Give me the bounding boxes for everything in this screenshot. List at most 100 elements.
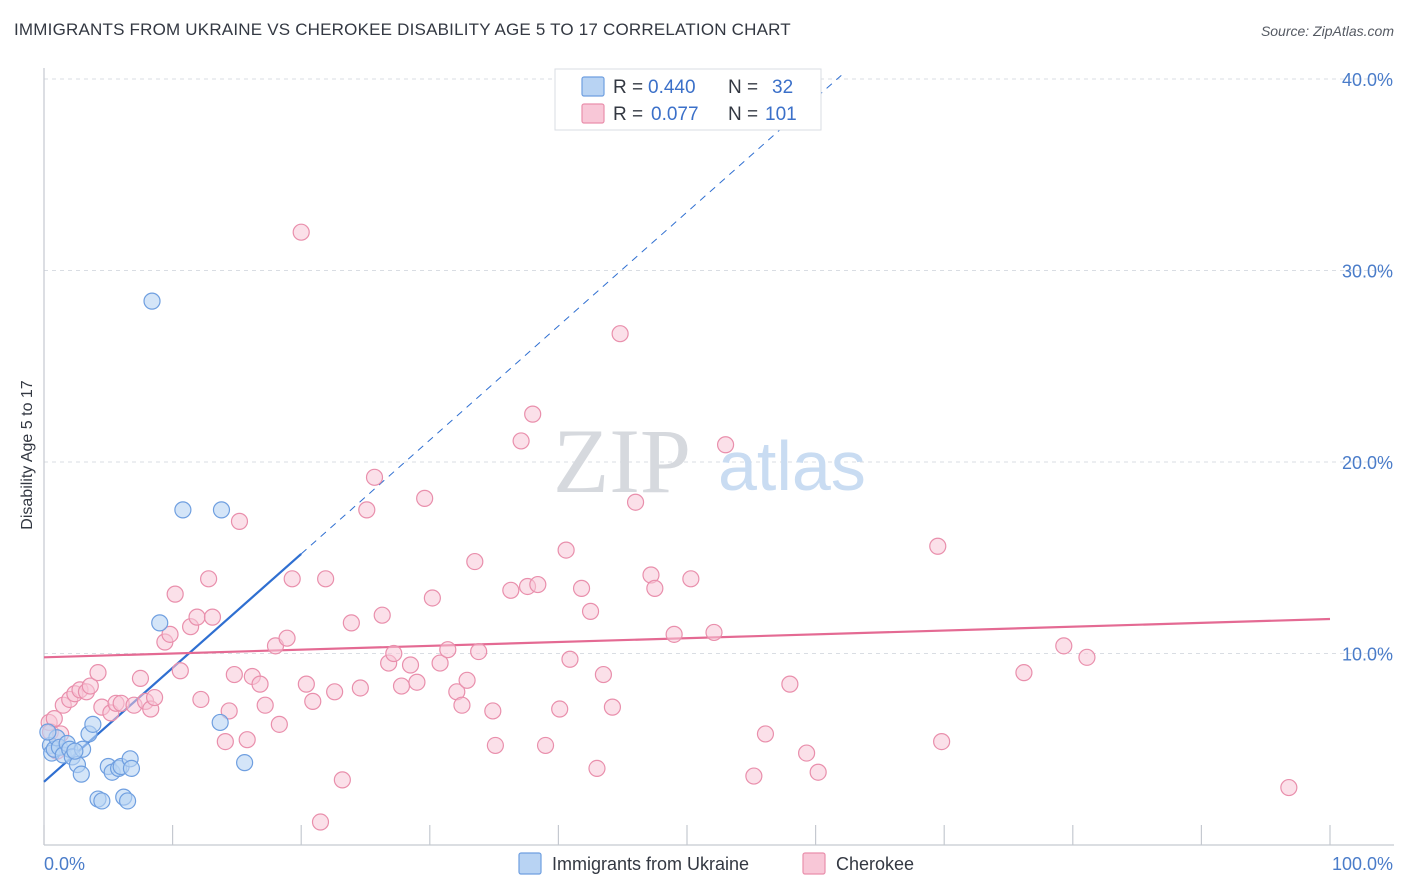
point-cherokee-46 [317, 570, 335, 588]
series-legend-swatch-ukraine [518, 852, 542, 875]
point-cherokee-58 [408, 673, 426, 691]
legend-n-value-cherokee: 101 [765, 104, 797, 125]
point-cherokee-50 [351, 679, 369, 697]
point-cherokee-90 [705, 623, 723, 642]
point-cherokee-36 [251, 675, 269, 693]
point-cherokee-67 [470, 642, 488, 661]
point-cherokee-17 [131, 669, 150, 687]
point-ukraine-25 [151, 614, 169, 632]
point-cherokee-57 [401, 656, 420, 674]
point-cherokee-30 [216, 732, 234, 751]
legend-n-value-ukraine: 32 [772, 77, 793, 98]
point-cherokee-75 [536, 736, 555, 755]
point-cherokee-55 [385, 644, 403, 663]
stats-legend: R = 0.440 N = 32 R = 0.077 N = 101 [554, 68, 822, 131]
point-cherokee-48 [333, 771, 351, 789]
point-cherokee-73 [524, 405, 542, 423]
legend-n-label-ukraine: N = [728, 77, 758, 98]
point-cherokee-94 [781, 675, 799, 693]
point-cherokee-45 [311, 813, 330, 831]
point-cherokee-33 [230, 512, 249, 530]
point-cherokee-22 [161, 625, 179, 643]
point-cherokee-32 [225, 665, 243, 684]
point-cherokee-64 [453, 696, 471, 714]
point-cherokee-37 [256, 696, 274, 714]
point-cherokee-31 [220, 702, 238, 720]
point-ukraine-28 [211, 713, 229, 732]
data-points [39, 223, 1298, 831]
point-cherokee-40 [278, 629, 296, 647]
point-cherokee-96 [809, 763, 827, 781]
legend-r-label-cherokee: R = [613, 104, 643, 125]
point-cherokee-77 [557, 541, 575, 559]
point-cherokee-10 [81, 677, 99, 695]
point-cherokee-87 [646, 579, 664, 597]
legend-r-value-ukraine: 0.440 [648, 77, 696, 98]
point-cherokee-79 [572, 579, 591, 597]
source-credit: Source: ZipAtlas.com [1260, 23, 1394, 39]
legend-r-label-ukraine: R = [613, 77, 643, 98]
point-cherokee-42 [292, 223, 310, 241]
point-cherokee-69 [486, 736, 504, 755]
point-cherokee-88 [665, 625, 683, 643]
legend-swatch-ukraine [581, 76, 605, 97]
point-cherokee-82 [594, 665, 613, 684]
watermark-zip: ZIP [553, 410, 691, 512]
point-cherokee-27 [192, 690, 210, 709]
point-cherokee-23 [166, 585, 184, 603]
x-tick-label-max: 100.0% [1332, 854, 1393, 874]
watermark-atlas: atlas [718, 427, 866, 505]
point-ukraine-24 [143, 292, 161, 310]
point-cherokee-26 [188, 608, 206, 626]
series-legend: Immigrants from Ukraine Cherokee [518, 852, 914, 875]
point-ukraine-26 [174, 501, 192, 519]
point-cherokee-93 [756, 725, 775, 743]
point-cherokee-97 [929, 537, 947, 555]
watermark: ZIP atlas [553, 410, 866, 512]
x-tick-label-min: 0.0% [44, 854, 85, 874]
legend-r-value-cherokee: 0.077 [651, 104, 699, 125]
point-cherokee-53 [373, 606, 391, 624]
point-ukraine-15 [93, 792, 111, 810]
legend-n-label-cherokee: N = [728, 104, 758, 125]
grid-lines [44, 78, 1394, 654]
point-cherokee-101 [1078, 648, 1096, 666]
point-ukraine-13 [84, 715, 102, 733]
axes [43, 68, 1394, 846]
y-tick-labels: 10.0% 20.0% 30.0% 40.0% [1342, 70, 1393, 665]
point-cherokee-76 [551, 700, 569, 718]
point-cherokee-89 [682, 570, 700, 588]
y-tick-label-1: 20.0% [1342, 453, 1393, 473]
series-legend-swatch-cherokee [802, 852, 826, 875]
point-ukraine-27 [212, 501, 231, 519]
point-cherokee-24 [171, 662, 189, 680]
point-cherokee-59 [416, 489, 434, 507]
point-cherokee-49 [342, 614, 360, 632]
chart-title: IMMIGRANTS FROM UKRAINE VS CHEROKEE DISA… [14, 20, 791, 39]
point-cherokee-91 [716, 436, 735, 454]
point-ukraine-21 [118, 792, 137, 810]
point-ukraine-30 [39, 723, 57, 741]
point-cherokee-71 [512, 432, 530, 450]
point-cherokee-61 [431, 654, 449, 672]
y-tick-label-2: 30.0% [1342, 262, 1393, 282]
point-cherokee-68 [484, 702, 502, 720]
point-cherokee-43 [297, 675, 315, 693]
point-cherokee-29 [203, 608, 222, 626]
point-cherokee-41 [283, 570, 301, 588]
point-cherokee-11 [89, 664, 107, 682]
point-ukraine-29 [236, 754, 254, 772]
series-legend-label-cherokee: Cherokee [836, 854, 914, 874]
point-cherokee-44 [304, 692, 322, 710]
point-cherokee-81 [588, 759, 606, 778]
point-cherokee-65 [458, 671, 476, 689]
point-cherokee-28 [200, 570, 218, 588]
point-cherokee-100 [1055, 637, 1073, 655]
point-ukraine-23 [122, 759, 141, 778]
point-ukraine-10 [72, 765, 90, 783]
point-cherokee-80 [581, 602, 600, 620]
point-cherokee-39 [270, 715, 288, 733]
point-cherokee-83 [603, 698, 622, 716]
point-cherokee-74 [529, 575, 547, 594]
